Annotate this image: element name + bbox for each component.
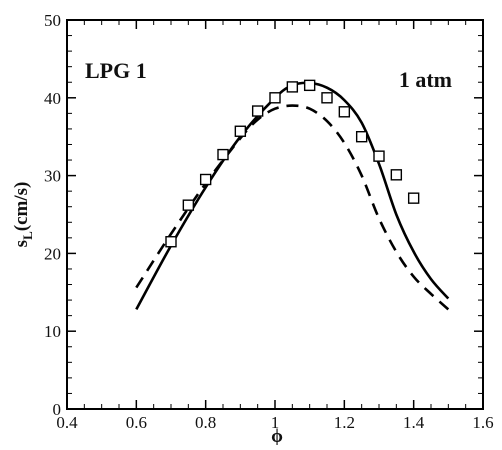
- x-tick-label: 1: [271, 413, 280, 432]
- y-tick-label: 0: [53, 400, 62, 419]
- x-tick-label: 0.4: [56, 413, 78, 432]
- data-point-square: [217, 148, 229, 161]
- data-point-square: [303, 79, 316, 92]
- series-group: [135, 79, 450, 311]
- x-axis-label: ϕ: [271, 426, 283, 445]
- data-point-square: [338, 106, 351, 118]
- series-line-solid: [135, 81, 450, 311]
- data-point-square: [390, 169, 403, 181]
- data-point-square: [234, 125, 247, 137]
- y-tick-label: 40: [44, 89, 61, 108]
- data-point-square: [407, 192, 420, 204]
- x-tick-label: 0.8: [195, 413, 216, 432]
- x-tick-label: 0.6: [126, 413, 147, 432]
- data-point-square: [199, 173, 212, 186]
- data-point-square: [321, 92, 333, 104]
- series-markers: [165, 79, 420, 248]
- data-point-square: [373, 150, 385, 162]
- data-point-square: [355, 130, 368, 143]
- x-tick-label: 1.4: [403, 413, 425, 432]
- series-line-dashed: [135, 104, 450, 311]
- annotation-label: LPG 1: [85, 58, 147, 83]
- y-axis-label: sL(cm/s): [11, 182, 35, 248]
- data-point-square: [269, 92, 281, 104]
- data-point-square: [286, 81, 299, 93]
- data-point-square: [251, 105, 264, 117]
- x-tick-label: 1.2: [334, 413, 355, 432]
- y-tick-label: 20: [44, 244, 61, 263]
- x-tick-label: 1.6: [472, 413, 493, 432]
- y-tick-label: 10: [44, 322, 61, 341]
- annotation-label: 1 atm: [399, 67, 452, 92]
- y-tick-label: 50: [44, 11, 61, 30]
- y-tick-label: 30: [44, 167, 61, 186]
- axis-ticks: 0.4 0.6 0.8 1 1.2 1.4 1.6 0 10 20 30 40 50: [44, 11, 494, 432]
- data-point-square: [165, 236, 177, 248]
- axis-labels: ϕ sL(cm/s): [11, 182, 283, 447]
- annotations: LPG 1 1 atm: [85, 58, 452, 92]
- data-point-square: [182, 199, 195, 211]
